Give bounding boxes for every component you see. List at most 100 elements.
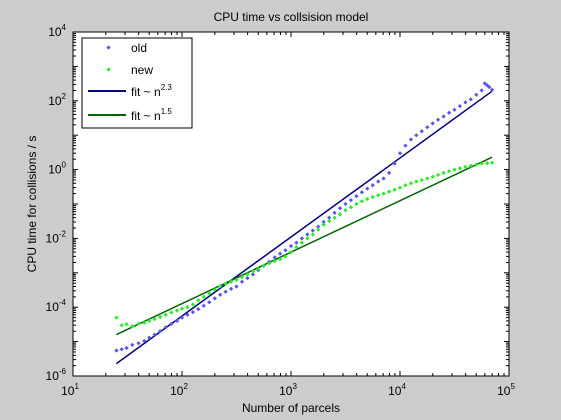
data-point-new xyxy=(457,166,463,171)
x-tick-label-exp: 1 xyxy=(74,382,79,391)
data-point-new xyxy=(250,269,256,274)
data-point-new xyxy=(327,218,332,224)
data-point-old xyxy=(381,176,386,181)
data-point-old xyxy=(228,286,234,292)
data-point-new xyxy=(218,284,223,289)
data-point-new xyxy=(256,266,261,272)
data-point-new xyxy=(174,308,180,313)
data-point-new xyxy=(365,196,370,202)
data-point-new xyxy=(272,258,277,264)
data-point-new xyxy=(370,194,375,200)
data-point-old xyxy=(174,318,180,324)
data-point-new xyxy=(196,298,201,303)
data-point-old xyxy=(201,303,206,308)
data-point-old xyxy=(169,321,174,326)
data-point-new xyxy=(321,222,326,227)
data-point-new xyxy=(185,305,190,310)
data-point-new xyxy=(136,321,141,326)
data-point-new xyxy=(277,256,283,262)
x-tick-label-exp: 4 xyxy=(401,382,406,391)
data-point-old xyxy=(403,143,408,148)
legend-label-fit-2-3-exp: 2.3 xyxy=(161,83,173,92)
data-point-old xyxy=(212,296,217,301)
data-point-old xyxy=(392,161,397,166)
data-point-new xyxy=(392,187,397,192)
data-point-old xyxy=(288,243,294,249)
y-tick-label: 100 xyxy=(48,161,66,177)
data-point-old xyxy=(152,332,157,337)
data-point-old xyxy=(294,240,299,245)
data-point-old xyxy=(250,272,256,277)
data-point-new xyxy=(234,277,239,283)
data-point-old xyxy=(419,129,424,134)
x-tick-label-exp: 3 xyxy=(292,382,297,391)
data-point-new xyxy=(152,316,157,322)
data-point-old xyxy=(316,224,321,229)
data-point-old xyxy=(130,342,135,348)
data-point-old xyxy=(348,197,354,203)
chart-title: CPU time vs collsision model xyxy=(214,10,369,24)
legend-label-fit-1-5: fit ~ n1.5 xyxy=(131,107,172,123)
data-point-new xyxy=(386,189,392,194)
y-tick-label-base: 10 xyxy=(48,94,62,108)
data-point-old xyxy=(245,275,250,281)
data-point-new xyxy=(446,169,452,174)
data-point-new xyxy=(169,310,174,315)
y-tick-label: 102 xyxy=(48,92,66,108)
data-point-old xyxy=(142,338,147,344)
data-point-old xyxy=(321,219,326,225)
data-point-old xyxy=(283,248,288,253)
data-point-new xyxy=(359,199,365,204)
legend-label-old: old xyxy=(131,41,147,55)
data-point-new xyxy=(299,240,305,245)
y-tick-label-exp: -2 xyxy=(59,229,67,238)
data-point-new xyxy=(408,181,414,186)
data-point-old xyxy=(185,312,190,317)
data-point-new xyxy=(157,314,163,320)
y-tick-label-base: 10 xyxy=(46,300,60,314)
legend: old new fit ~ n2.3 fit ~ n1.5 xyxy=(81,37,193,129)
data-point-new xyxy=(376,193,381,198)
data-point-old xyxy=(359,190,365,195)
data-point-new xyxy=(435,172,441,178)
y-tick-label: 10-2 xyxy=(46,229,67,245)
data-point-new xyxy=(223,281,228,286)
data-point-old xyxy=(207,300,212,305)
data-point-old xyxy=(305,232,310,237)
x-tick-label-base: 10 xyxy=(497,384,511,398)
x-tick-label-base: 10 xyxy=(61,384,75,398)
data-point-new xyxy=(283,254,288,259)
y-tick-label: 10-4 xyxy=(46,298,67,314)
fit-line-3 xyxy=(116,156,493,336)
data-point-old xyxy=(147,335,152,340)
y-tick-label-exp: -6 xyxy=(59,367,67,376)
data-point-new xyxy=(463,164,468,170)
data-point-old xyxy=(223,289,228,294)
legend-label-fit-2-3-base: fit ~ n xyxy=(131,85,161,99)
legend-marker-new xyxy=(106,67,111,72)
x-tick-label-exp: 2 xyxy=(183,382,188,391)
data-point-new xyxy=(381,191,386,196)
data-point-new xyxy=(212,287,217,292)
data-point-old xyxy=(327,215,332,220)
data-point-new xyxy=(343,208,348,213)
data-point-new xyxy=(305,236,310,241)
y-tick-label-base: 10 xyxy=(48,163,62,177)
data-point-old xyxy=(163,325,168,330)
y-tick-label-exp: -4 xyxy=(59,298,67,307)
data-point-new xyxy=(267,261,272,266)
data-point-old xyxy=(337,206,343,211)
data-point-new xyxy=(419,177,424,183)
data-point-old xyxy=(386,170,392,176)
legend-marker-old xyxy=(106,45,111,50)
fit-lines xyxy=(115,90,493,365)
data-point-old xyxy=(376,179,381,184)
data-point-old xyxy=(343,201,348,207)
y-tick-label-base: 10 xyxy=(48,25,62,39)
data-point-new xyxy=(441,170,446,176)
x-tick-label-base: 10 xyxy=(388,384,402,398)
data-point-new xyxy=(425,176,430,181)
data-point-new xyxy=(190,302,196,307)
